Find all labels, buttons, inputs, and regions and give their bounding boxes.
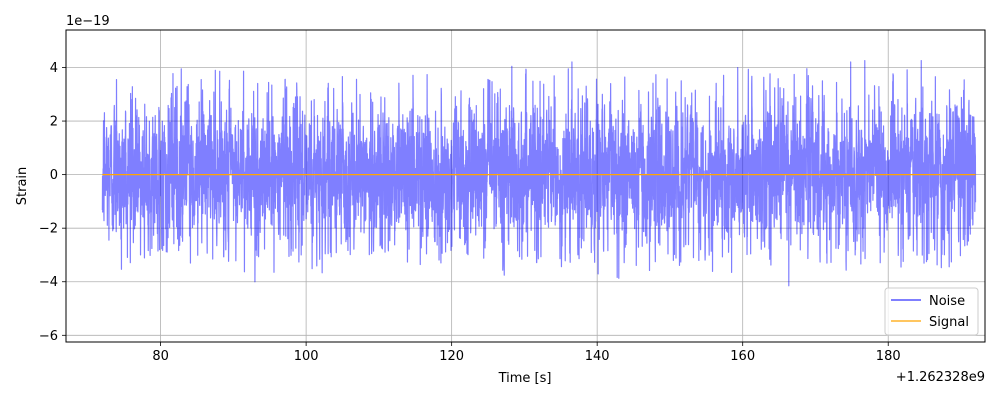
- legend-noise-label: Noise: [929, 294, 965, 309]
- y-tick-label: −2: [39, 222, 58, 237]
- noise-series: [101, 59, 977, 287]
- x-tick-label: 120: [439, 349, 464, 364]
- y-tick-label: −4: [39, 275, 58, 290]
- y-tick-label: 0: [50, 168, 58, 183]
- y-axis-label: Strain: [15, 167, 30, 206]
- x-axis-ticks: 80 100 120 140 160 180: [152, 342, 901, 364]
- y-tick-label: 2: [50, 115, 58, 130]
- x-tick-label: 180: [876, 349, 901, 364]
- x-axis-label: Time [s]: [498, 371, 552, 386]
- noise-line: [101, 59, 977, 287]
- y-axis-ticks: −6 −4 −2 0 2 4: [39, 61, 66, 344]
- x-offset-label: +1.262328e9: [896, 370, 985, 385]
- x-tick-label: 160: [730, 349, 755, 364]
- plot-frame: [65, 29, 986, 343]
- x-tick-label: 100: [294, 349, 319, 364]
- x-tick-label: 80: [152, 349, 169, 364]
- y-tick-label: 4: [50, 61, 58, 76]
- y-scale-label: 1e−19: [66, 14, 110, 29]
- y-tick-label: −6: [39, 329, 58, 344]
- legend-signal-label: Signal: [929, 315, 969, 330]
- x-tick-label: 140: [585, 349, 610, 364]
- legend: Noise Signal: [884, 287, 979, 336]
